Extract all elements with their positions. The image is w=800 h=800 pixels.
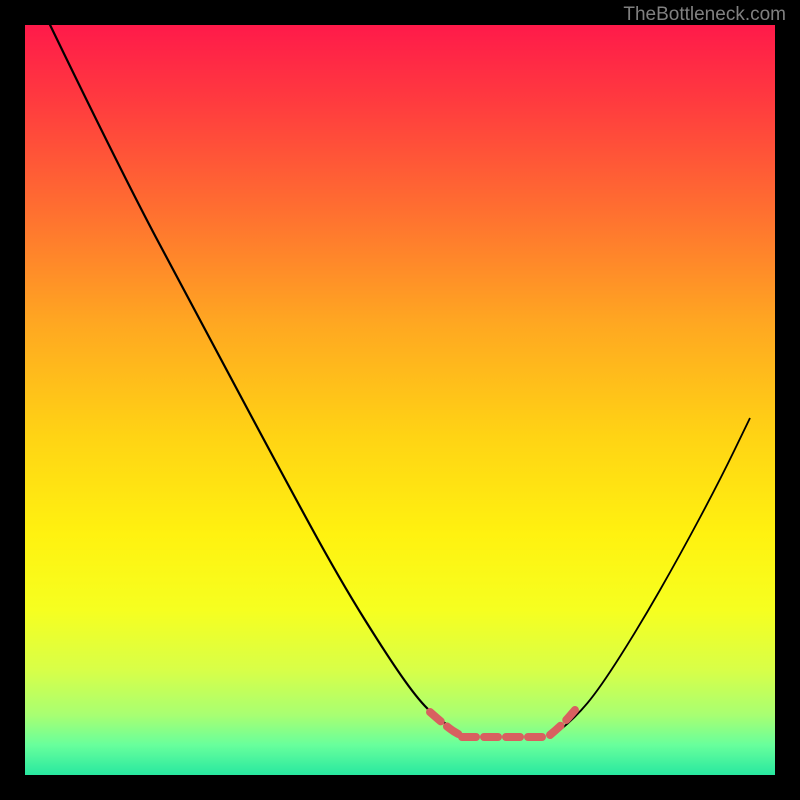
watermark-text: TheBottleneck.com <box>623 4 786 26</box>
curve-right <box>560 418 750 730</box>
dashed-left <box>430 712 460 735</box>
chart-curves <box>25 25 775 775</box>
plot-area <box>25 25 775 775</box>
curve-left <box>38 25 455 730</box>
dashed-right <box>550 710 575 735</box>
